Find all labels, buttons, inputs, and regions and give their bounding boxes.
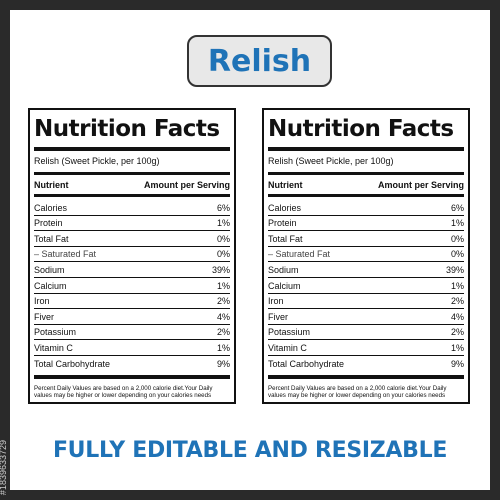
nutrient-value: 39%	[211, 264, 230, 275]
serving-info: Relish (Sweet Pickle, per 100g)	[268, 156, 394, 166]
nutrient-rows: Calories 6% Protein 1% Total Fat 0% – Satur…	[268, 200, 464, 371]
nutrient-value: 1%	[450, 280, 464, 291]
nutrient-row: Iron 2%	[268, 294, 464, 310]
nutrient-row: Potassium 2%	[268, 325, 464, 341]
column-amount: Amount per Serving	[377, 180, 464, 190]
nutrient-name: – Saturated Fat	[34, 249, 97, 260]
nutrient-row: Sodium 39%	[268, 262, 464, 278]
nutrient-value: 2%	[450, 327, 464, 338]
nutrition-label-heading: Nutrition Facts	[268, 116, 454, 142]
nutrient-row: Total Carbohydrate 9%	[268, 356, 464, 371]
nutrient-row: Calcium 1%	[34, 278, 230, 294]
page-title: Relish	[207, 43, 312, 79]
nutrient-value: 39%	[445, 264, 464, 275]
nutrient-name: Sodium	[268, 264, 299, 275]
nutrient-value: 6%	[216, 202, 230, 213]
watermark-id: #1839633729	[0, 440, 8, 496]
nutrient-row: Iron 2%	[34, 294, 230, 310]
nutrient-row: – Saturated Fat 0%	[34, 247, 230, 263]
nutrition-label-heading: Nutrition Facts	[34, 116, 220, 142]
column-nutrient: Nutrient	[34, 180, 69, 190]
divider	[268, 172, 464, 175]
divider	[34, 194, 230, 197]
nutrient-name: Calories	[268, 202, 302, 213]
nutrient-row: Protein 1%	[34, 216, 230, 232]
divider	[34, 147, 230, 151]
nutrient-name: Total Fat	[34, 233, 69, 244]
nutrient-value: 2%	[216, 327, 230, 338]
image-frame: Relish Nutrition Facts Relish (Sweet Pic…	[10, 10, 490, 490]
nutrient-name: – Saturated Fat	[268, 249, 331, 260]
nutrient-value: 1%	[216, 218, 230, 229]
footnote: Percent Daily Values are based on a 2,00…	[34, 384, 213, 400]
nutrient-row: Fiver 4%	[34, 309, 230, 325]
serving-info: Relish (Sweet Pickle, per 100g)	[34, 156, 160, 166]
footnote: Percent Daily Values are based on a 2,00…	[268, 384, 447, 400]
nutrient-name: Iron	[34, 296, 50, 307]
nutrient-value: 1%	[450, 218, 464, 229]
nutrient-value: 1%	[216, 342, 230, 353]
nutrient-name: Calcium	[268, 280, 301, 291]
column-header: Nutrient Amount per Serving	[34, 178, 230, 192]
nutrient-name: Iron	[268, 296, 284, 307]
divider	[268, 374, 464, 379]
divider	[34, 374, 230, 379]
nutrient-name: Protein	[268, 218, 297, 229]
column-amount: Amount per Serving	[143, 180, 230, 190]
nutrient-value: 1%	[216, 280, 230, 291]
nutrient-value: 0%	[216, 233, 230, 244]
nutrient-row: Calcium 1%	[268, 278, 464, 294]
tagline: FULLY EDITABLE AND RESIZABLE	[52, 438, 448, 463]
nutrient-name: Sodium	[34, 264, 65, 275]
nutrient-row: Total Carbohydrate 9%	[34, 356, 230, 371]
nutrient-name: Total Fat	[268, 233, 303, 244]
divider	[34, 172, 230, 175]
nutrient-row: Total Fat 0%	[268, 231, 464, 247]
nutrient-value: 4%	[450, 311, 464, 322]
nutrient-value: 2%	[450, 296, 464, 307]
divider	[268, 147, 464, 151]
nutrient-name: Protein	[34, 218, 63, 229]
nutrient-name: Fiver	[34, 311, 54, 322]
nutrition-label-right: Nutrition Facts Relish (Sweet Pickle, pe…	[262, 108, 470, 404]
nutrient-row: – Saturated Fat 0%	[268, 247, 464, 263]
column-nutrient: Nutrient	[268, 180, 303, 190]
nutrient-rows: Calories 6% Protein 1% Total Fat 0% – Satur…	[34, 200, 230, 371]
nutrient-value: 0%	[450, 233, 464, 244]
nutrient-name: Total Carbohydrate	[34, 358, 111, 369]
nutrient-row: Vitamin C 1%	[268, 340, 464, 356]
title-badge: Relish	[187, 35, 332, 87]
nutrient-name: Potassium	[34, 327, 77, 338]
nutrient-name: Calcium	[34, 280, 67, 291]
nutrient-name: Total Carbohydrate	[268, 358, 345, 369]
nutrition-label-left: Nutrition Facts Relish (Sweet Pickle, pe…	[28, 108, 236, 404]
nutrient-value: 0%	[450, 249, 464, 260]
nutrient-value: 6%	[450, 202, 464, 213]
nutrient-name: Vitamin C	[268, 342, 307, 353]
nutrient-row: Sodium 39%	[34, 262, 230, 278]
nutrient-name: Vitamin C	[34, 342, 73, 353]
nutrient-name: Fiver	[268, 311, 288, 322]
nutrient-row: Protein 1%	[268, 216, 464, 232]
nutrient-row: Vitamin C 1%	[34, 340, 230, 356]
nutrient-value: 9%	[216, 358, 230, 369]
nutrient-value: 1%	[450, 342, 464, 353]
nutrient-row: Calories 6%	[268, 200, 464, 216]
nutrient-name: Calories	[34, 202, 68, 213]
nutrient-name: Potassium	[268, 327, 311, 338]
nutrient-value: 2%	[216, 296, 230, 307]
nutrient-row: Total Fat 0%	[34, 231, 230, 247]
nutrient-row: Fiver 4%	[268, 309, 464, 325]
nutrient-value: 9%	[450, 358, 464, 369]
divider	[268, 194, 464, 197]
nutrient-row: Potassium 2%	[34, 325, 230, 341]
nutrient-value: 4%	[216, 311, 230, 322]
nutrient-value: 0%	[216, 249, 230, 260]
nutrient-row: Calories 6%	[34, 200, 230, 216]
column-header: Nutrient Amount per Serving	[268, 178, 464, 192]
